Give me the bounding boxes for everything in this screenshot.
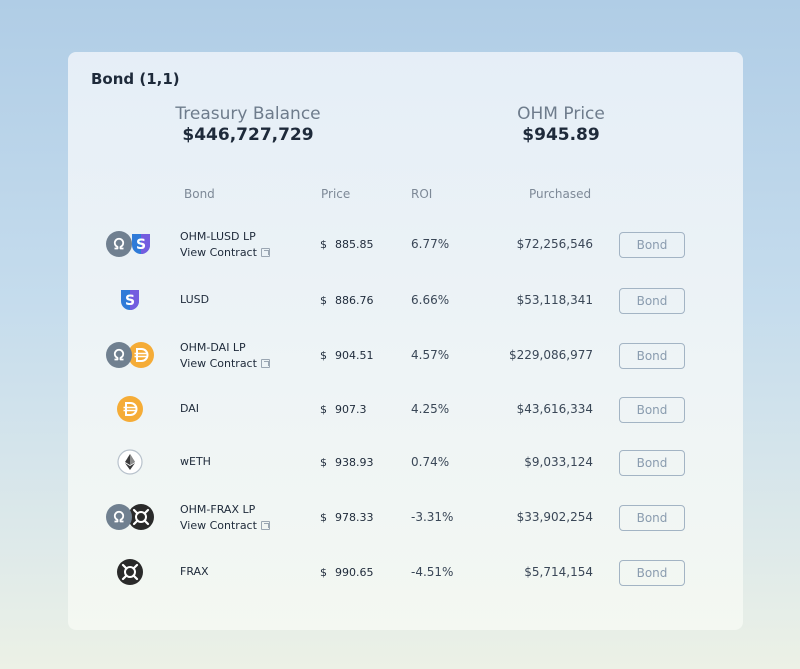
header-bond: Bond bbox=[184, 187, 215, 201]
bond-button[interactable]: Bond bbox=[619, 450, 685, 476]
svg-text:S: S bbox=[125, 293, 135, 309]
price-value: 990.65 bbox=[335, 566, 374, 579]
bond-price: $907.3 bbox=[320, 403, 367, 416]
bond-button[interactable]: Bond bbox=[619, 397, 685, 423]
view-contract-label: View Contract bbox=[180, 357, 257, 370]
price-value: 938.93 bbox=[335, 456, 374, 469]
ohm-icon bbox=[106, 504, 132, 530]
ohm-price-metric: OHM Price $945.89 bbox=[461, 104, 661, 145]
token-icons bbox=[104, 559, 158, 585]
treasury-balance-metric: Treasury Balance $446,727,729 bbox=[148, 104, 348, 145]
bond-purchased: $43,616,334 bbox=[516, 402, 593, 416]
bond-button[interactable]: Bond bbox=[619, 232, 685, 258]
weth-icon bbox=[117, 449, 143, 475]
bond-button[interactable]: Bond bbox=[619, 505, 685, 531]
bond-name: DAI bbox=[180, 402, 200, 415]
table-row: OHM-FRAX LP View Contract $978.33 -3.31% $33… bbox=[68, 491, 743, 541]
bond-name: OHM-FRAX LP bbox=[180, 503, 256, 516]
view-contract-link[interactable]: View Contract bbox=[180, 519, 270, 532]
view-contract-link[interactable]: View Contract bbox=[180, 246, 270, 259]
token-icons bbox=[104, 449, 158, 475]
treasury-balance-label: Treasury Balance bbox=[175, 104, 321, 124]
bond-roi: 4.57% bbox=[411, 348, 450, 362]
price-value: 886.76 bbox=[335, 294, 374, 307]
view-contract-label: View Contract bbox=[180, 246, 257, 259]
table-row: FRAX $990.65 -4.51% $5,714,154 Bond bbox=[68, 546, 743, 596]
bond-name: OHM-LUSD LP bbox=[180, 230, 256, 243]
bond-purchased: $5,714,154 bbox=[524, 565, 593, 579]
token-icons bbox=[104, 396, 158, 422]
treasury-balance-value: $446,727,729 bbox=[182, 125, 314, 145]
bond-button[interactable]: Bond bbox=[619, 343, 685, 369]
bond-roi: 4.25% bbox=[411, 402, 450, 416]
view-contract-label: View Contract bbox=[180, 519, 257, 532]
table-row: S OHM-LUSD LP View Contract $885.85 6.77% $72… bbox=[68, 218, 743, 268]
table-row: DAI $907.3 4.25% $43,616,334 Bond bbox=[68, 383, 743, 433]
bond-card: Bond (1,1) Treasury Balance $446,727,729… bbox=[68, 52, 743, 630]
frax-icon bbox=[128, 504, 154, 530]
price-value: 904.51 bbox=[335, 349, 374, 362]
lusd-icon: S bbox=[128, 231, 154, 257]
currency-symbol: $ bbox=[320, 403, 327, 416]
bond-button[interactable]: Bond bbox=[619, 560, 685, 586]
bond-roi: 0.74% bbox=[411, 455, 450, 469]
bond-name: OHM-DAI LP bbox=[180, 341, 246, 354]
currency-symbol: $ bbox=[320, 238, 327, 251]
bond-price: $978.33 bbox=[320, 511, 374, 524]
table-row: S LUSD $886.76 6.66% $53,118,341 Bond bbox=[68, 274, 743, 324]
bond-purchased: $33,902,254 bbox=[516, 510, 593, 524]
currency-symbol: $ bbox=[320, 349, 327, 362]
bond-purchased: $53,118,341 bbox=[516, 293, 593, 307]
bond-price: $990.65 bbox=[320, 566, 374, 579]
external-link-icon bbox=[260, 521, 270, 530]
price-value: 978.33 bbox=[335, 511, 374, 524]
currency-symbol: $ bbox=[320, 511, 327, 524]
external-link-icon bbox=[260, 359, 270, 368]
bond-purchased: $9,033,124 bbox=[524, 455, 593, 469]
bond-roi: 6.66% bbox=[411, 293, 450, 307]
frax-icon bbox=[117, 559, 143, 585]
bond-purchased: $72,256,546 bbox=[516, 237, 593, 251]
bond-roi: 6.77% bbox=[411, 237, 450, 251]
ohm-price-label: OHM Price bbox=[517, 104, 605, 124]
price-value: 885.85 bbox=[335, 238, 374, 251]
bond-purchased: $229,086,977 bbox=[509, 348, 593, 362]
currency-symbol: $ bbox=[320, 294, 327, 307]
bond-roi: -3.31% bbox=[411, 510, 454, 524]
bond-price: $885.85 bbox=[320, 238, 374, 251]
ohm-icon bbox=[106, 231, 132, 257]
bond-button[interactable]: Bond bbox=[619, 288, 685, 314]
table-row: wETH $938.93 0.74% $9,033,124 Bond bbox=[68, 436, 743, 486]
currency-symbol: $ bbox=[320, 566, 327, 579]
table-row: OHM-DAI LP View Contract $904.51 4.57% $229,… bbox=[68, 329, 743, 379]
external-link-icon bbox=[260, 248, 270, 257]
ohm-price-value: $945.89 bbox=[522, 125, 600, 145]
view-contract-link[interactable]: View Contract bbox=[180, 357, 270, 370]
token-icons bbox=[104, 342, 158, 368]
dai-icon bbox=[117, 396, 143, 422]
bond-roi: -4.51% bbox=[411, 565, 454, 579]
bond-price: $886.76 bbox=[320, 294, 374, 307]
header-purchased: Purchased bbox=[529, 187, 592, 201]
lusd-icon: S bbox=[117, 287, 143, 313]
bond-name: FRAX bbox=[180, 565, 209, 578]
header-roi: ROI bbox=[411, 187, 433, 201]
bond-name: LUSD bbox=[180, 293, 210, 306]
header-price: Price bbox=[321, 187, 351, 201]
bond-price: $938.93 bbox=[320, 456, 374, 469]
bond-price: $904.51 bbox=[320, 349, 374, 362]
token-icons bbox=[104, 504, 158, 530]
token-icons: S bbox=[104, 287, 158, 313]
dai-icon bbox=[128, 342, 154, 368]
price-value: 907.3 bbox=[335, 403, 367, 416]
bond-name: wETH bbox=[180, 455, 211, 468]
svg-text:S: S bbox=[136, 237, 146, 253]
card-title: Bond (1,1) bbox=[91, 70, 180, 88]
ohm-icon bbox=[106, 342, 132, 368]
token-icons: S bbox=[104, 231, 158, 257]
table-header: Bond Price ROI Purchased bbox=[68, 187, 743, 203]
currency-symbol: $ bbox=[320, 456, 327, 469]
